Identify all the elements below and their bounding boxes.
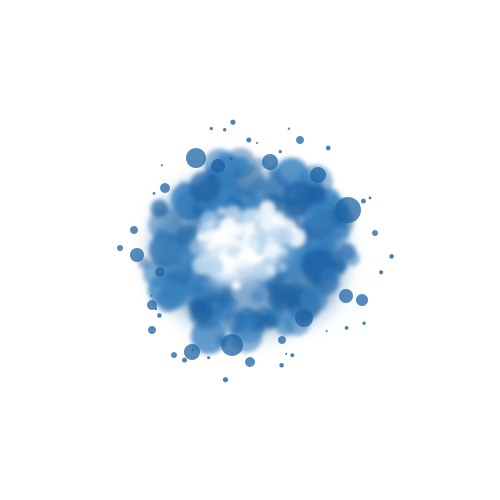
stray-particle <box>147 300 157 310</box>
white-particle <box>216 206 226 216</box>
speck-particle <box>379 270 384 275</box>
white-particle <box>189 238 206 255</box>
speck-particle <box>287 127 291 130</box>
blue-particle <box>233 156 250 173</box>
highlight-particles <box>189 200 306 290</box>
white-particle <box>278 263 288 272</box>
stray-particle <box>310 167 326 183</box>
speck-particle <box>278 150 282 154</box>
white-particle <box>226 245 240 259</box>
white-particle <box>231 280 241 290</box>
speck-particle <box>230 119 236 125</box>
speck-particle <box>191 348 195 351</box>
speck-particle <box>344 326 349 330</box>
white-particle <box>280 248 288 256</box>
stray-particle <box>372 230 378 236</box>
white-particle <box>204 257 224 276</box>
speck-particle <box>229 157 233 161</box>
blue-particle <box>304 202 333 232</box>
blue-particle <box>250 289 264 304</box>
white-particle <box>275 227 294 245</box>
speck-particle <box>362 321 366 325</box>
white-particle <box>259 200 276 217</box>
blue-particle <box>251 306 276 332</box>
speck-particle <box>157 313 162 318</box>
speck-particle <box>256 142 258 144</box>
blue-particle <box>285 197 296 208</box>
stray-particle <box>245 357 255 367</box>
speck-particle <box>290 353 295 358</box>
speck-particle <box>223 128 227 132</box>
stray-particle <box>117 245 123 251</box>
speck-particle <box>389 254 394 259</box>
stray-particle <box>339 289 353 303</box>
stray-particle <box>211 159 225 173</box>
stray-particle <box>171 352 177 358</box>
stray-particle <box>296 136 304 144</box>
speck-particle <box>207 356 211 360</box>
speck-particle <box>361 198 366 204</box>
blue-particle <box>188 297 205 314</box>
speck-particle <box>368 196 372 200</box>
speck-particle <box>279 363 284 368</box>
white-particle <box>219 217 236 234</box>
stray-particle <box>186 148 206 168</box>
speck-particle <box>154 307 158 311</box>
blue-particle <box>344 251 360 267</box>
speck-particle <box>182 357 187 363</box>
stray-particle <box>155 267 165 277</box>
speck-particle <box>160 164 163 167</box>
blue-particle <box>160 282 188 310</box>
stray-particle <box>130 226 138 234</box>
blue-particle <box>268 168 280 180</box>
stray-particle <box>278 336 286 344</box>
blue-particle <box>185 197 197 209</box>
blue-particle <box>224 311 247 334</box>
white-particle <box>235 250 255 270</box>
speck-particle <box>222 377 229 383</box>
stray-particle <box>160 183 170 193</box>
white-particle <box>253 262 266 275</box>
stray-particle <box>335 197 361 223</box>
blue-particle <box>275 317 295 337</box>
stray-particle <box>295 309 313 327</box>
white-particle <box>199 211 220 231</box>
blue-particle <box>150 199 169 218</box>
speck-particle <box>325 330 328 333</box>
blue-particle <box>320 268 340 288</box>
blue-particle <box>333 260 347 273</box>
speck-particle <box>150 294 153 297</box>
stray-particle <box>221 334 243 356</box>
white-particle <box>228 236 240 248</box>
stray-particle <box>262 154 278 170</box>
stray-particles <box>117 119 394 383</box>
blue-particle <box>273 283 295 305</box>
speck-particle <box>325 145 331 151</box>
speck-particle <box>209 126 213 131</box>
speck-particle <box>246 137 252 143</box>
white-particle <box>239 235 260 256</box>
white-particle <box>224 205 242 222</box>
speck-particle <box>285 352 288 355</box>
stray-particle <box>356 294 368 306</box>
white-particle <box>260 215 276 232</box>
speck-particle <box>152 192 156 195</box>
blue-particle <box>189 171 221 203</box>
white-particle <box>263 242 279 258</box>
blue-particle <box>218 293 234 309</box>
stray-particle <box>184 344 200 360</box>
stray-particle <box>148 326 156 334</box>
white-particle <box>241 209 256 224</box>
blue-particle <box>300 284 328 313</box>
stray-particle <box>130 248 144 262</box>
blue-particle <box>305 184 327 206</box>
